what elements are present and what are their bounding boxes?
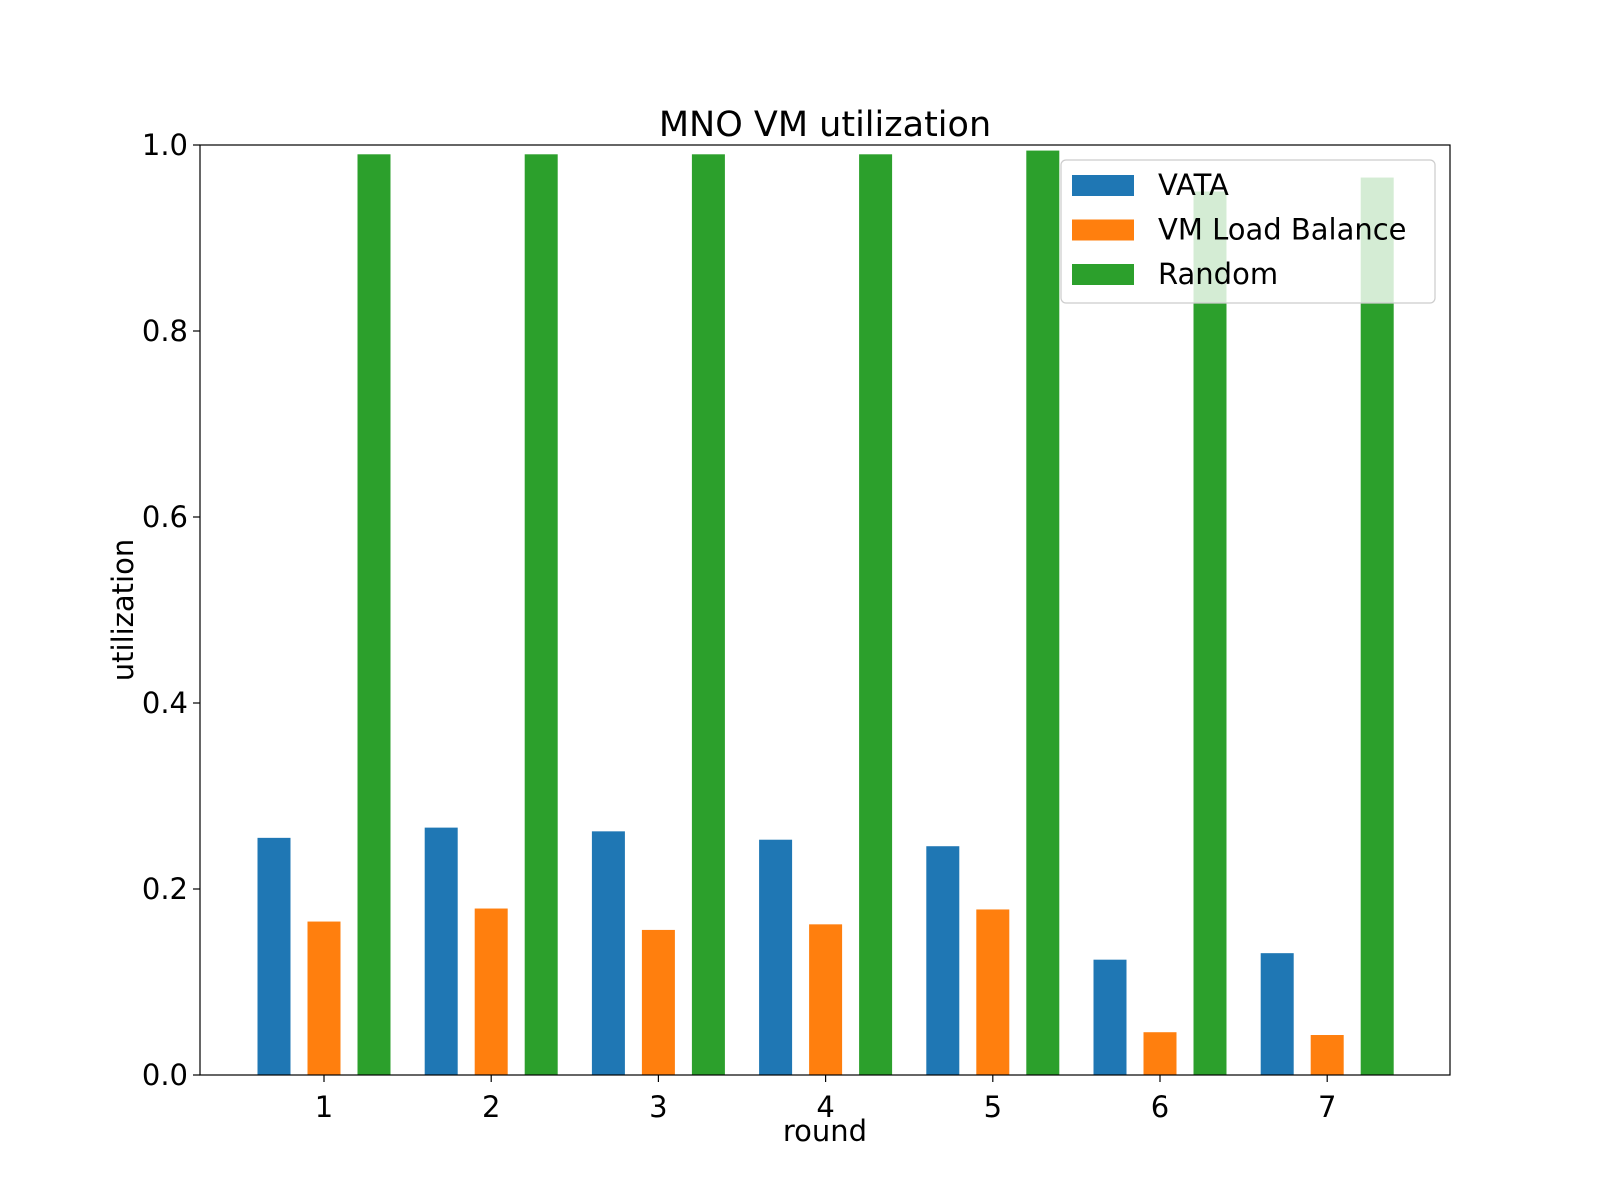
bar-random-round-4 xyxy=(859,154,893,1076)
x-axis-label: round xyxy=(783,1114,867,1148)
y-axis: 0.0 0.2 0.4 0.6 0.8 1.0 xyxy=(142,128,200,1092)
legend-box xyxy=(1060,159,1436,304)
bar-vm-load-balance-round-3 xyxy=(641,929,675,1075)
legend-swatch-vata xyxy=(1072,175,1134,196)
y-tick-label: 0.8 xyxy=(142,314,188,348)
chart-title: MNO VM utilization xyxy=(659,105,991,145)
x-tick-label: 2 xyxy=(482,1090,500,1124)
y-tick-label: 1.0 xyxy=(142,128,188,162)
x-axis: 1 2 3 4 5 6 7 xyxy=(315,1075,1336,1124)
bar-vata-round-2 xyxy=(424,827,458,1075)
bar-random-round-6 xyxy=(1193,191,1227,1075)
bar-random-round-5 xyxy=(1026,150,1060,1075)
bar-vm-load-balance-round-2 xyxy=(474,908,508,1075)
x-tick-label: 6 xyxy=(1151,1090,1169,1124)
bar-vata-round-5 xyxy=(926,846,960,1075)
bar-vata-round-3 xyxy=(591,831,625,1075)
bar-vm-load-balance-round-1 xyxy=(307,921,341,1075)
legend-swatch-vm-load-balance xyxy=(1072,219,1134,241)
y-tick-label: 0.4 xyxy=(142,686,188,720)
y-tick-label: 0.2 xyxy=(142,872,188,906)
bar-random-round-7 xyxy=(1360,177,1394,1076)
x-tick-label: 7 xyxy=(1318,1090,1336,1124)
legend-swatch-random xyxy=(1072,264,1134,285)
legend-label-vm-load-balance: VM Load Balance xyxy=(1158,213,1407,247)
y-tick-label: 0.0 xyxy=(142,1058,188,1092)
bar-vata-round-1 xyxy=(257,837,291,1075)
bars-group xyxy=(257,150,1394,1076)
x-tick-label: 1 xyxy=(315,1090,333,1124)
bar-vm-load-balance-round-7 xyxy=(1310,1035,1344,1075)
bar-random-round-2 xyxy=(524,154,558,1076)
bar-random-round-1 xyxy=(357,154,391,1076)
legend-label-vata: VATA xyxy=(1158,168,1229,202)
x-tick-label: 5 xyxy=(984,1090,1002,1124)
x-tick-label: 3 xyxy=(649,1090,667,1124)
bar-vm-load-balance-round-5 xyxy=(976,909,1010,1075)
bar-random-round-3 xyxy=(691,154,725,1076)
bar-vata-round-7 xyxy=(1260,953,1294,1075)
bar-vm-load-balance-round-6 xyxy=(1143,1032,1177,1075)
legend-label-random: Random xyxy=(1158,257,1278,291)
bar-vata-round-4 xyxy=(759,839,793,1075)
x-tick-label: 4 xyxy=(816,1090,834,1124)
legend: VATA VM Load Balance Random xyxy=(1060,159,1436,304)
bar-vm-load-balance-round-4 xyxy=(809,924,843,1075)
y-axis-label: utilization xyxy=(106,539,140,681)
bar-vata-round-6 xyxy=(1093,959,1127,1075)
y-tick-label: 0.6 xyxy=(142,500,188,534)
